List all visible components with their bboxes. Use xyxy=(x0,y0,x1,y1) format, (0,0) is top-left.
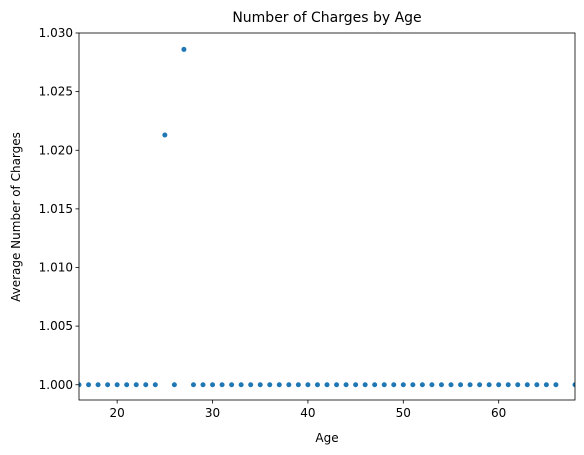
y-tick-label: 1.030 xyxy=(39,26,73,40)
data-point xyxy=(324,382,330,388)
data-point xyxy=(381,382,387,388)
data-point xyxy=(248,382,254,388)
data-point xyxy=(219,382,225,388)
data-point xyxy=(314,382,320,388)
data-point xyxy=(448,382,454,388)
data-point xyxy=(171,382,177,388)
data-point xyxy=(305,382,311,388)
data-point xyxy=(238,382,244,388)
y-tick-label: 1.010 xyxy=(39,261,73,275)
data-point xyxy=(105,382,111,388)
data-point xyxy=(334,382,340,388)
plot-area xyxy=(79,46,575,388)
data-point xyxy=(362,382,368,388)
data-point xyxy=(429,382,435,388)
y-tick-label: 1.025 xyxy=(39,85,73,99)
data-point xyxy=(95,382,101,388)
data-point xyxy=(286,382,292,388)
data-point xyxy=(543,382,549,388)
data-point xyxy=(372,382,378,388)
data-point xyxy=(257,382,263,388)
data-point xyxy=(152,382,158,388)
data-point xyxy=(391,382,397,388)
y-tick-label: 1.020 xyxy=(39,143,73,157)
data-point xyxy=(210,382,216,388)
x-tick-label: 60 xyxy=(491,406,506,420)
y-tick-label: 1.000 xyxy=(39,378,73,392)
data-point xyxy=(410,382,416,388)
data-point xyxy=(295,382,301,388)
data-point xyxy=(486,382,492,388)
data-point xyxy=(200,382,206,388)
data-point xyxy=(353,382,359,388)
y-tick-label: 1.015 xyxy=(39,202,73,216)
y-axis-label: Average Number of Charges xyxy=(9,132,23,302)
data-point xyxy=(86,382,92,388)
x-tick-label: 50 xyxy=(396,406,411,420)
plot-frame xyxy=(78,32,576,401)
data-point xyxy=(477,382,483,388)
x-axis-label: Age xyxy=(315,431,338,445)
data-point xyxy=(553,382,559,388)
data-point xyxy=(190,382,196,388)
data-point xyxy=(438,382,444,388)
data-point xyxy=(496,382,502,388)
data-point xyxy=(114,382,120,388)
data-point xyxy=(162,132,168,138)
data-point xyxy=(229,382,235,388)
x-tick-label: 20 xyxy=(110,406,125,420)
data-point xyxy=(79,382,82,388)
data-point xyxy=(505,382,511,388)
x-tick-label: 30 xyxy=(205,406,220,420)
data-point xyxy=(515,382,521,388)
axes: 20 30 40 50 60 1.000 1.005 1.010 1.015 1.020 1.025… xyxy=(39,26,576,420)
data-point xyxy=(267,382,273,388)
data-point xyxy=(534,382,540,388)
data-point xyxy=(124,382,130,388)
data-point xyxy=(419,382,425,388)
data-points xyxy=(79,46,575,388)
data-point xyxy=(143,382,149,388)
data-point xyxy=(524,382,530,388)
chart-title: Number of Charges by Age xyxy=(232,10,421,26)
data-point xyxy=(458,382,464,388)
data-point xyxy=(572,382,575,388)
data-point xyxy=(343,382,349,388)
y-tick-label: 1.005 xyxy=(39,319,73,333)
data-point xyxy=(181,46,187,52)
data-point xyxy=(400,382,406,388)
data-point xyxy=(133,382,139,388)
data-point xyxy=(276,382,282,388)
x-tick-label: 40 xyxy=(300,406,315,420)
data-point xyxy=(467,382,473,388)
